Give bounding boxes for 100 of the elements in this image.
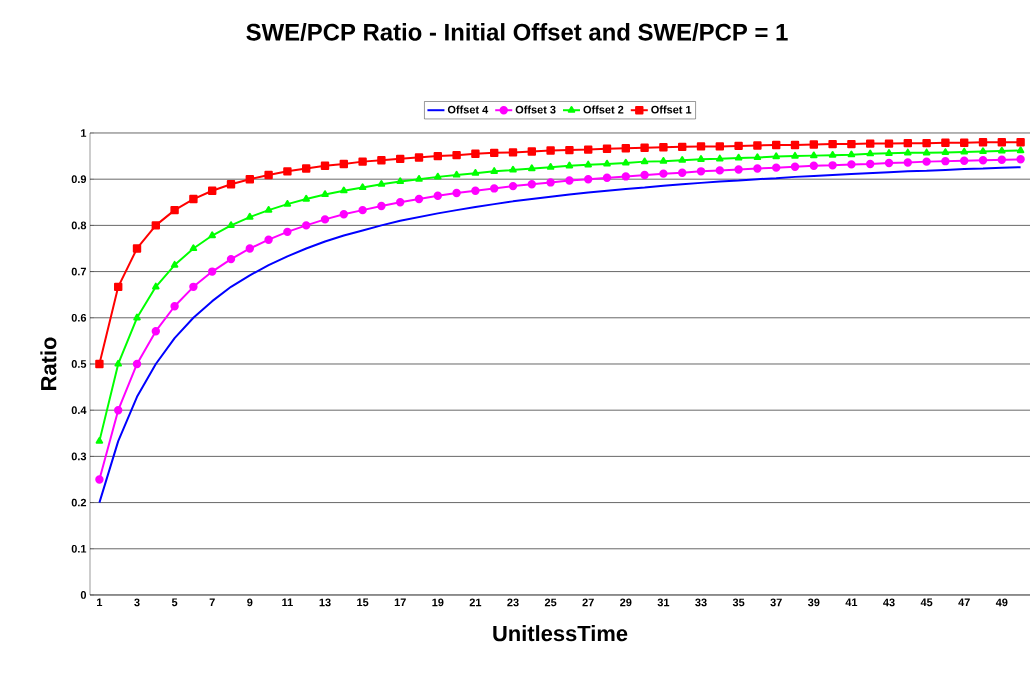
point [133,313,141,321]
point [941,138,950,147]
point [753,164,762,173]
point [226,180,236,189]
x-tick-label: 27 [582,598,594,607]
legend-label: Offset 3 [515,105,556,114]
point [377,156,386,165]
point [320,215,330,224]
x-axis-title: UnitlessTime [493,625,628,642]
point [866,149,874,157]
x-tick-label: 25 [544,598,557,607]
point [396,177,404,185]
point [509,165,517,173]
x-tick-label: 5 [171,598,178,607]
x-tick-label: 7 [209,598,215,607]
x-tick-label: 9 [247,598,253,607]
point [790,140,800,150]
point [734,141,743,151]
point [151,221,161,230]
point [640,157,649,165]
point [678,156,686,163]
point [847,160,856,169]
point [866,159,875,169]
point [790,162,800,171]
point [602,144,612,153]
point [997,155,1007,164]
point [603,159,611,167]
point [170,302,179,311]
x-tick-label: 21 [469,598,482,607]
point [847,139,856,149]
point [621,144,631,153]
x-tick-label: 33 [695,598,707,607]
point [433,151,443,161]
point [152,282,160,290]
point [941,148,950,155]
point [246,212,254,220]
point [434,172,442,180]
point [1016,138,1025,147]
x-tick-label: 17 [394,598,406,607]
point [904,148,912,156]
point [283,199,292,207]
point [903,138,913,148]
point [584,160,592,168]
point [715,166,725,175]
point [302,194,310,202]
y-tick-label: 0.3 [71,452,87,461]
point [772,163,781,172]
point [659,156,668,164]
point [753,153,762,161]
point [264,235,273,244]
point [565,161,574,169]
point [584,174,593,184]
x-tick-label: 11 [282,598,293,607]
point [884,139,894,148]
y-tick-label: 0.2 [71,498,87,507]
point [828,150,837,158]
y-tick-label: 0.8 [71,221,87,230]
point [508,181,518,191]
point [132,359,142,369]
point [452,170,461,178]
x-tick-label: 39 [807,598,820,607]
point [415,174,423,182]
x-tick-label: 15 [357,598,369,607]
point [884,158,894,168]
point [264,170,273,180]
point [772,152,780,160]
legend-label: Offset 4 [447,105,489,114]
point [828,161,837,170]
y-axis-title: Ratio [40,337,57,390]
point [809,161,819,170]
point [810,151,818,159]
point [546,162,555,170]
point [508,148,518,157]
point [490,184,499,193]
point [753,141,762,150]
x-tick-label: 41 [845,598,858,607]
point [828,139,837,149]
point [640,170,649,180]
x-tick-label: 43 [883,598,895,607]
point [245,244,255,253]
point [546,178,555,187]
x-tick-label: 45 [920,598,933,607]
point [772,140,781,150]
x-tick-label: 35 [732,598,745,607]
x-tick-label: 37 [770,598,782,607]
point [640,143,649,152]
point [1016,146,1025,154]
point [697,155,705,162]
point [433,191,443,201]
point [114,359,122,367]
point [208,267,217,276]
legend-label: Offset 2 [583,105,624,114]
x-tick-label: 31 [657,598,670,607]
point [414,194,424,204]
x-tick-label: 19 [432,598,444,607]
point [979,147,987,155]
point [941,156,950,166]
point [885,149,893,156]
point [396,198,405,207]
point [866,139,875,148]
